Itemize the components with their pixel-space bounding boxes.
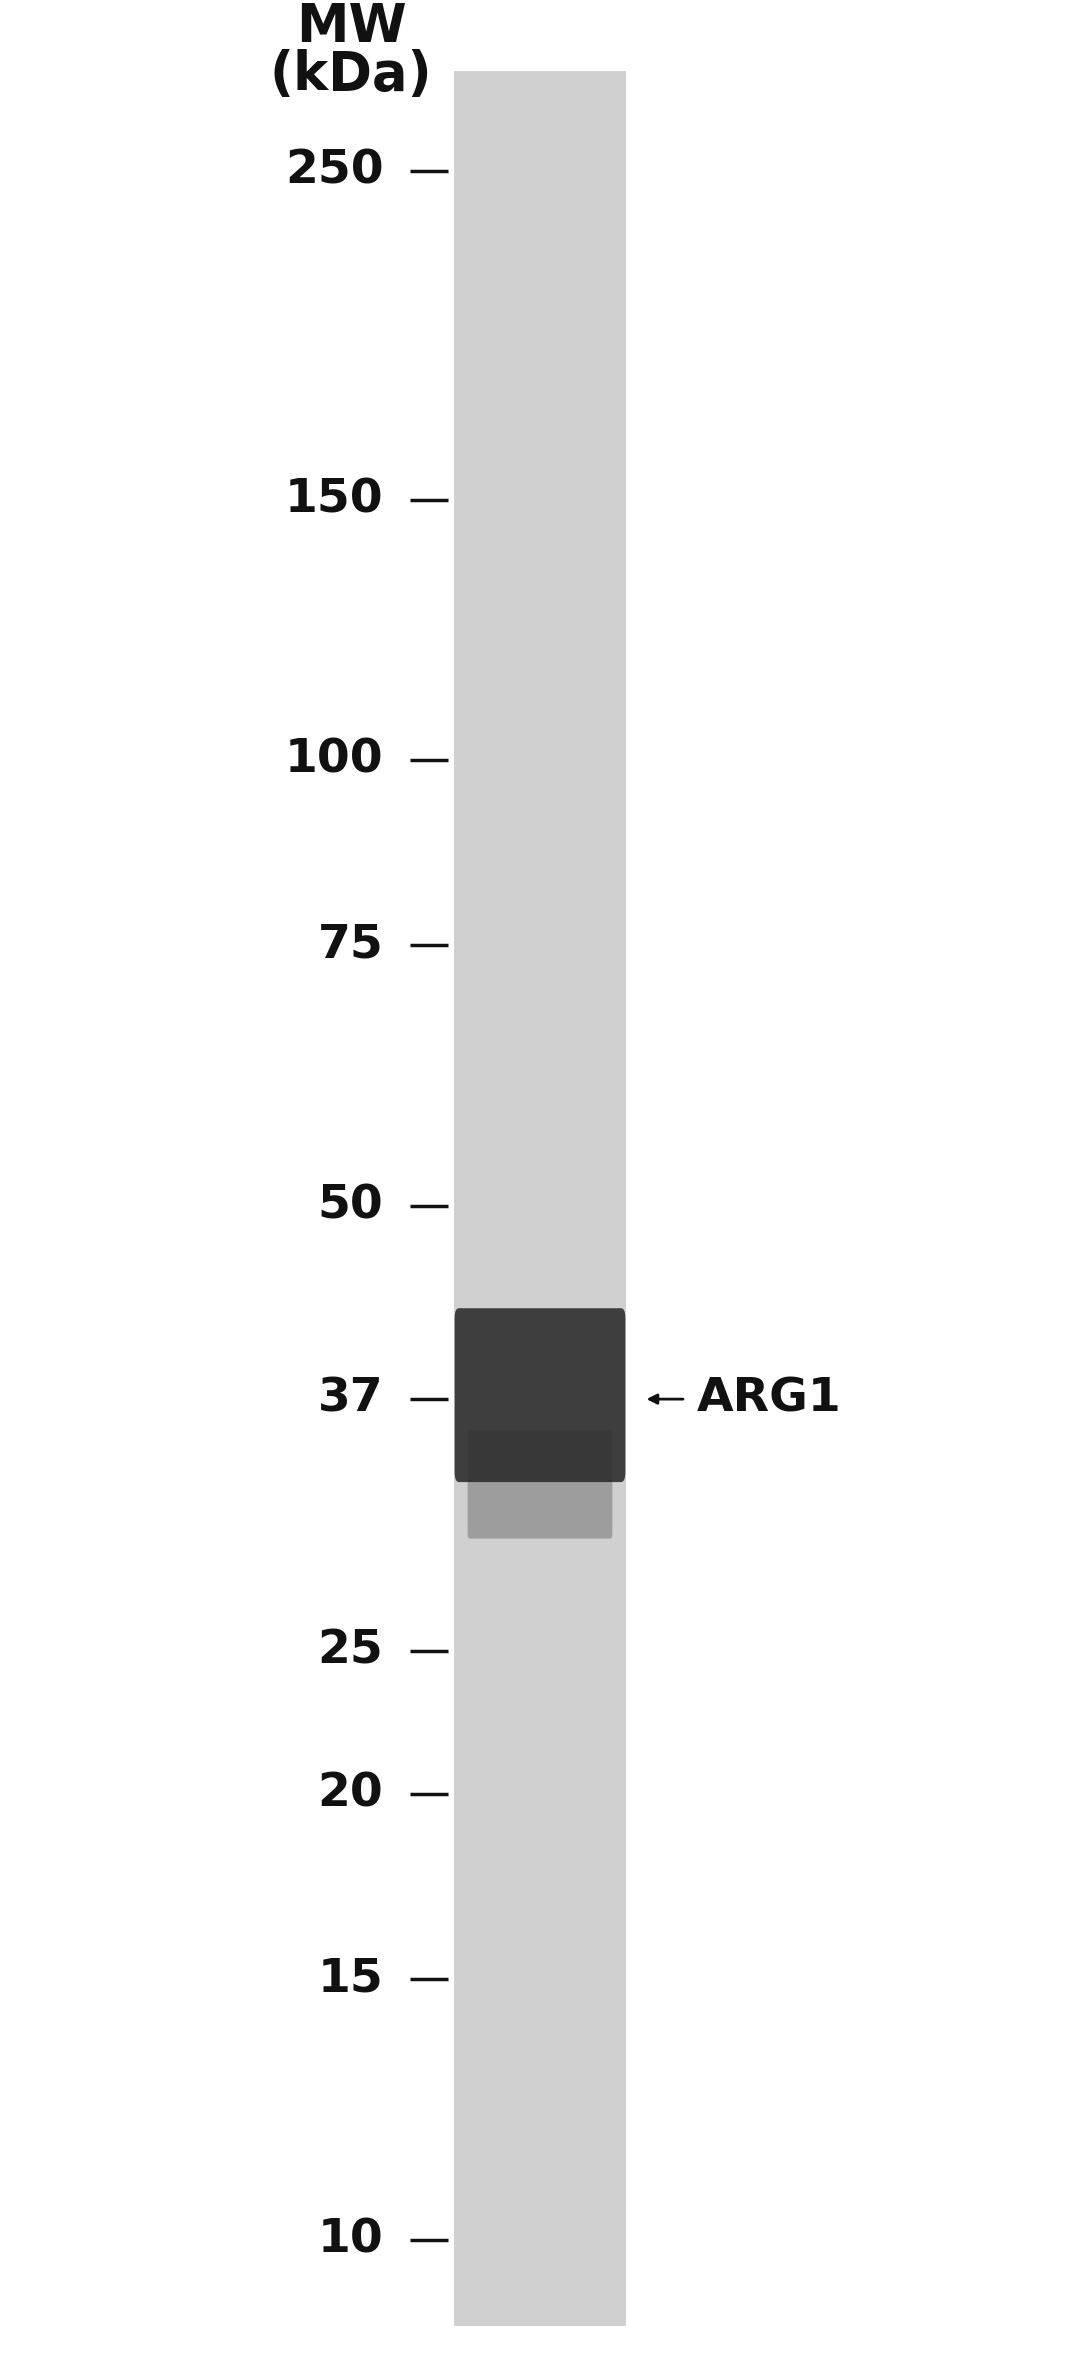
Text: 37: 37 <box>318 1376 383 1421</box>
Text: ARG1: ARG1 <box>697 1376 841 1421</box>
Text: 10: 10 <box>318 2217 383 2262</box>
Text: 250: 250 <box>285 149 383 194</box>
FancyBboxPatch shape <box>468 1431 612 1539</box>
Text: 50: 50 <box>318 1183 383 1228</box>
Text: MW: MW <box>296 2 406 54</box>
Text: 100: 100 <box>285 737 383 784</box>
Bar <box>454 71 626 2326</box>
FancyBboxPatch shape <box>455 1308 625 1483</box>
Text: 75: 75 <box>318 923 383 968</box>
Text: 20: 20 <box>318 1771 383 1818</box>
Text: 150: 150 <box>285 477 383 522</box>
Text: 25: 25 <box>318 1629 383 1674</box>
Text: (kDa): (kDa) <box>270 50 432 102</box>
Text: 15: 15 <box>318 1957 383 2002</box>
